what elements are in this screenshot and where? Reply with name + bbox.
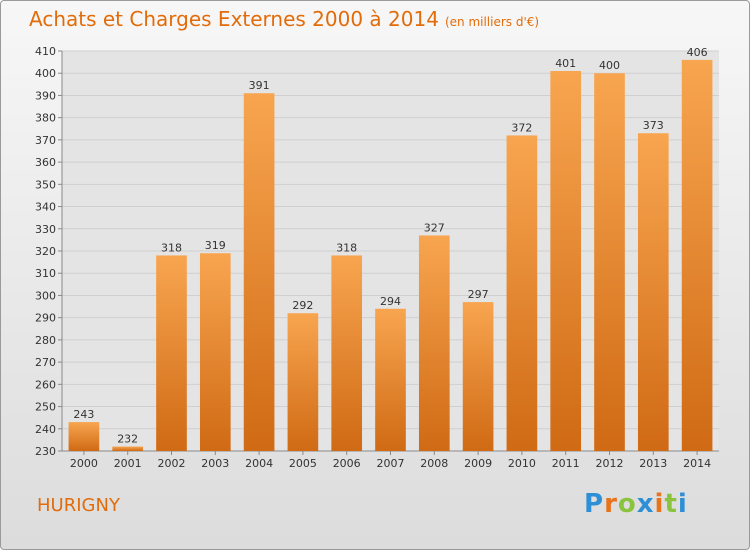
bar-value-label: 319 <box>205 239 226 252</box>
bar-value-label: 294 <box>380 295 401 308</box>
bar-2010 <box>506 135 538 451</box>
bar-value-label: 391 <box>249 79 270 92</box>
logo-letter: i <box>677 489 688 519</box>
y-tick-label: 250 <box>35 401 56 414</box>
x-tick-label: 2010 <box>508 457 536 470</box>
bar-2007 <box>375 308 406 451</box>
x-tick-label: 2004 <box>245 457 273 470</box>
bar-value-label: 292 <box>292 299 313 312</box>
chart-title-text: Achats et Charges Externes 2000 à 2014 <box>29 7 439 31</box>
bar-2012 <box>594 73 625 451</box>
x-tick-label: 2012 <box>596 457 624 470</box>
y-tick-label: 290 <box>35 312 56 325</box>
x-tick-label: 2007 <box>377 457 405 470</box>
bar-value-label: 373 <box>643 119 664 132</box>
x-tick-label: 2001 <box>114 457 142 470</box>
bar-value-label: 372 <box>511 121 532 134</box>
y-tick-label: 280 <box>35 334 56 347</box>
y-tick-label: 310 <box>35 267 56 280</box>
bar-2004 <box>243 93 275 451</box>
x-tick-label: 2011 <box>552 457 580 470</box>
bar-2001 <box>112 446 144 451</box>
bar-2006 <box>331 255 363 451</box>
y-tick-label: 360 <box>35 156 56 169</box>
y-tick-label: 230 <box>35 445 56 458</box>
bar-2003 <box>199 253 231 451</box>
y-tick-label: 370 <box>35 134 56 147</box>
y-tick-label: 270 <box>35 356 56 369</box>
y-tick-label: 330 <box>35 223 56 236</box>
x-tick-label: 2005 <box>289 457 317 470</box>
bar-2000 <box>68 422 100 451</box>
y-tick-label: 410 <box>35 45 56 58</box>
logo-letter: o <box>617 489 637 519</box>
bar-2005 <box>287 313 319 451</box>
y-tick-label: 300 <box>35 289 56 302</box>
bar-2002 <box>156 255 187 451</box>
chart-title: Achats et Charges Externes 2000 à 2014 (e… <box>29 7 539 31</box>
x-tick-label: 2009 <box>464 457 492 470</box>
y-tick-label: 380 <box>35 112 56 125</box>
bar-2013 <box>637 133 669 451</box>
x-tick-label: 2006 <box>333 457 361 470</box>
bar-value-label: 318 <box>161 241 182 254</box>
bar-value-label: 297 <box>468 288 489 301</box>
bar-value-label: 243 <box>73 408 94 421</box>
bar-value-label: 406 <box>687 46 708 59</box>
x-tick-label: 2008 <box>420 457 448 470</box>
logo-letter: P <box>584 489 605 519</box>
y-tick-label: 340 <box>35 201 56 214</box>
x-tick-label: 2000 <box>70 457 98 470</box>
x-tick-label: 2013 <box>639 457 667 470</box>
bar-2008 <box>418 235 450 451</box>
bar-value-label: 400 <box>599 59 620 72</box>
x-tick-label: 2002 <box>158 457 186 470</box>
location-label: HURIGNY <box>37 495 120 516</box>
y-tick-label: 240 <box>35 423 56 436</box>
bar-2014 <box>681 59 713 452</box>
logo-letter: r <box>604 489 618 519</box>
bar-value-label: 232 <box>117 433 138 446</box>
bar-value-label: 327 <box>424 221 445 234</box>
bar-2011 <box>550 71 582 451</box>
bar-value-label: 401 <box>555 57 576 70</box>
x-tick-label: 2003 <box>201 457 229 470</box>
proxiti-logo: Proxiti <box>584 489 688 519</box>
logo-letter: i <box>654 489 665 519</box>
bar-2009 <box>462 302 494 451</box>
y-tick-label: 260 <box>35 378 56 391</box>
bar-value-label: 318 <box>336 241 357 254</box>
logo-letter: t <box>664 489 678 519</box>
y-tick-label: 400 <box>35 67 56 80</box>
y-tick-label: 350 <box>35 178 56 191</box>
logo-letter: x <box>636 489 655 519</box>
x-tick-label: 2014 <box>683 457 711 470</box>
y-tick-label: 390 <box>35 89 56 102</box>
y-tick-label: 320 <box>35 245 56 258</box>
chart-subtitle: (en milliers d'€) <box>444 15 540 29</box>
